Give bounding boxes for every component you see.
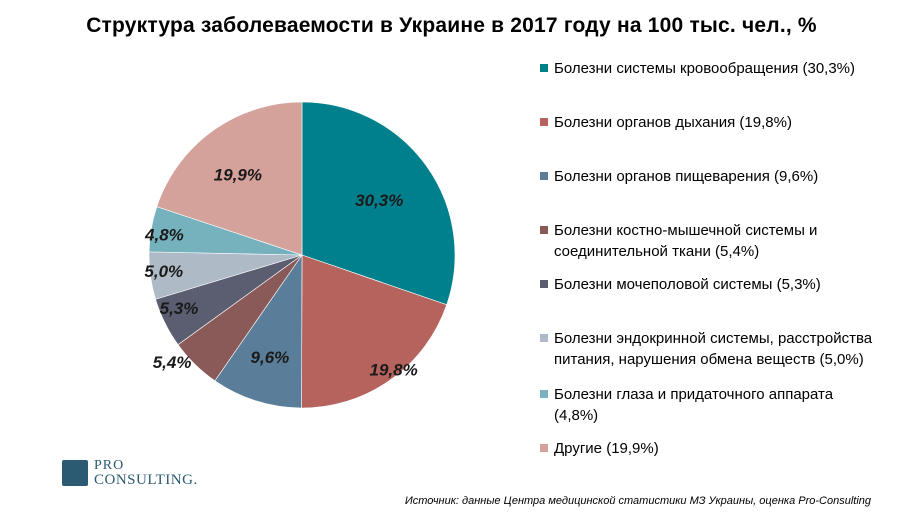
legend-label: Болезни эндокринной системы, расстройств… [554,330,873,368]
legend-swatch [540,226,548,234]
legend-label: Болезни органов дыхания (19,8%) [554,114,792,131]
legend-label: Другие (19,9%) [554,440,659,457]
logo-line1: PRO [94,458,125,473]
pie-slice [301,254,448,409]
pie-slice [301,101,456,306]
legend-label: Болезни костно-мышечной системы и соедин… [554,222,818,260]
legend-swatch [540,444,548,452]
pro-consulting-logo: PRO CONSULTING. [62,458,212,498]
pie-slice [156,101,303,256]
legend-swatch [540,280,548,288]
legend-label: Болезни органов пищеварения (9,6%) [554,168,819,185]
slice-data-label: 5,3% [160,299,199,318]
legend-item: Болезни глаза и придаточного аппарата (4… [540,384,880,426]
legend-swatch [540,334,548,342]
logo-line2: CONSULTING. [94,472,198,488]
slice-data-label: 5,4% [153,353,192,372]
slice-data-label: 4,8% [144,226,184,245]
legend-swatch [540,118,548,126]
legend-item: Другие (19,9%) [540,438,880,459]
legend-item: Болезни костно-мышечной системы и соедин… [540,220,880,262]
legend-label: Болезни мочеполовой системы (5,3%) [554,276,821,293]
legend-swatch [540,64,548,72]
chart-title: Структура заболеваемости в Украине в 201… [86,14,817,37]
legend-item: Болезни системы кровообращения (30,3%) [540,58,880,79]
legend-item: Болезни органов дыхания (19,8%) [540,112,880,133]
slice-data-label: 30,3% [355,191,403,210]
legend-item: Болезни эндокринной системы, расстройств… [540,328,880,370]
slice-data-label: 9,6% [251,348,290,367]
logo-icon [62,460,88,486]
legend-label: Болезни глаза и придаточного аппарата (4… [554,386,834,424]
legend-item: Болезни органов пищеварения (9,6%) [540,166,880,187]
legend-swatch [540,172,548,180]
slice-data-label: 19,8% [369,361,417,380]
pie-slice [214,254,303,409]
legend-label: Болезни системы кровообращения (30,3%) [554,60,856,77]
legend-swatch [540,390,548,398]
source-note: Источник: данные Центра медицинской стат… [404,495,871,507]
legend-item: Болезни мочеполовой системы (5,3%) [540,274,880,295]
slice-data-label: 5,0% [144,262,183,281]
slice-data-label: 19,9% [214,165,262,184]
